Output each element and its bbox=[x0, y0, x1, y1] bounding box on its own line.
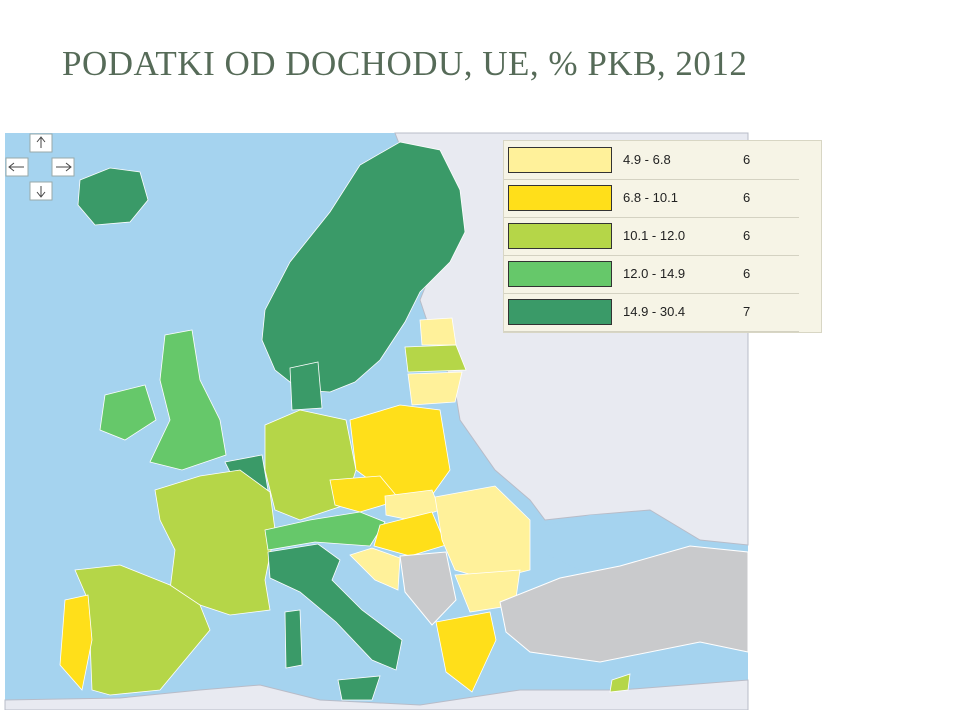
legend-count: 6 bbox=[743, 266, 751, 281]
sardinia bbox=[284, 609, 303, 669]
legend-swatch bbox=[508, 185, 612, 211]
france bbox=[154, 469, 276, 616]
legend-label: 14.9 - 30.4 bbox=[623, 304, 686, 319]
land-africa bbox=[4, 679, 749, 710]
legend-count: 6 bbox=[743, 152, 751, 167]
czechia bbox=[329, 475, 401, 513]
portugal bbox=[59, 594, 93, 691]
slide-title: PODATKI OD DOCHODU, UE, % PKB, 2012 bbox=[62, 44, 748, 83]
legend-row: 6.8 - 10.1 6 bbox=[504, 179, 799, 218]
legend-swatch bbox=[508, 261, 612, 287]
denmark bbox=[289, 361, 323, 411]
legend-label: 6.8 - 10.1 bbox=[623, 190, 678, 205]
legend-count: 7 bbox=[743, 304, 751, 319]
balkans bbox=[399, 551, 457, 626]
ireland bbox=[99, 384, 157, 441]
legend-count: 6 bbox=[743, 228, 751, 243]
lithuania bbox=[407, 371, 463, 406]
estonia bbox=[419, 317, 457, 346]
legend: 4.9 - 6.8 6 6.8 - 10.1 6 10.1 - 12.0 6 12.0 - … bbox=[503, 140, 822, 333]
poland bbox=[349, 404, 451, 499]
legend-count: 6 bbox=[743, 190, 751, 205]
legend-swatch bbox=[508, 223, 612, 249]
latvia bbox=[404, 344, 467, 373]
black-sea bbox=[545, 512, 690, 570]
legend-label: 4.9 - 6.8 bbox=[623, 152, 671, 167]
legend-label: 12.0 - 14.9 bbox=[623, 266, 686, 281]
legend-swatch bbox=[508, 147, 612, 173]
legend-row: 14.9 - 30.4 7 bbox=[504, 293, 799, 332]
italy bbox=[267, 543, 403, 671]
turkey bbox=[499, 545, 749, 663]
uk bbox=[149, 329, 227, 471]
legend-swatch bbox=[508, 299, 612, 325]
iceland bbox=[77, 167, 149, 226]
nav-control[interactable] bbox=[5, 133, 75, 201]
legend-label: 10.1 - 12.0 bbox=[623, 228, 686, 243]
croatia bbox=[349, 547, 401, 591]
cyprus bbox=[609, 673, 631, 693]
legend-row: 10.1 - 12.0 6 bbox=[504, 217, 799, 256]
legend-row: 12.0 - 14.9 6 bbox=[504, 255, 799, 294]
greece bbox=[435, 611, 497, 693]
legend-row: 4.9 - 6.8 6 bbox=[504, 141, 799, 180]
sicily bbox=[337, 675, 381, 701]
hungary bbox=[373, 511, 447, 557]
